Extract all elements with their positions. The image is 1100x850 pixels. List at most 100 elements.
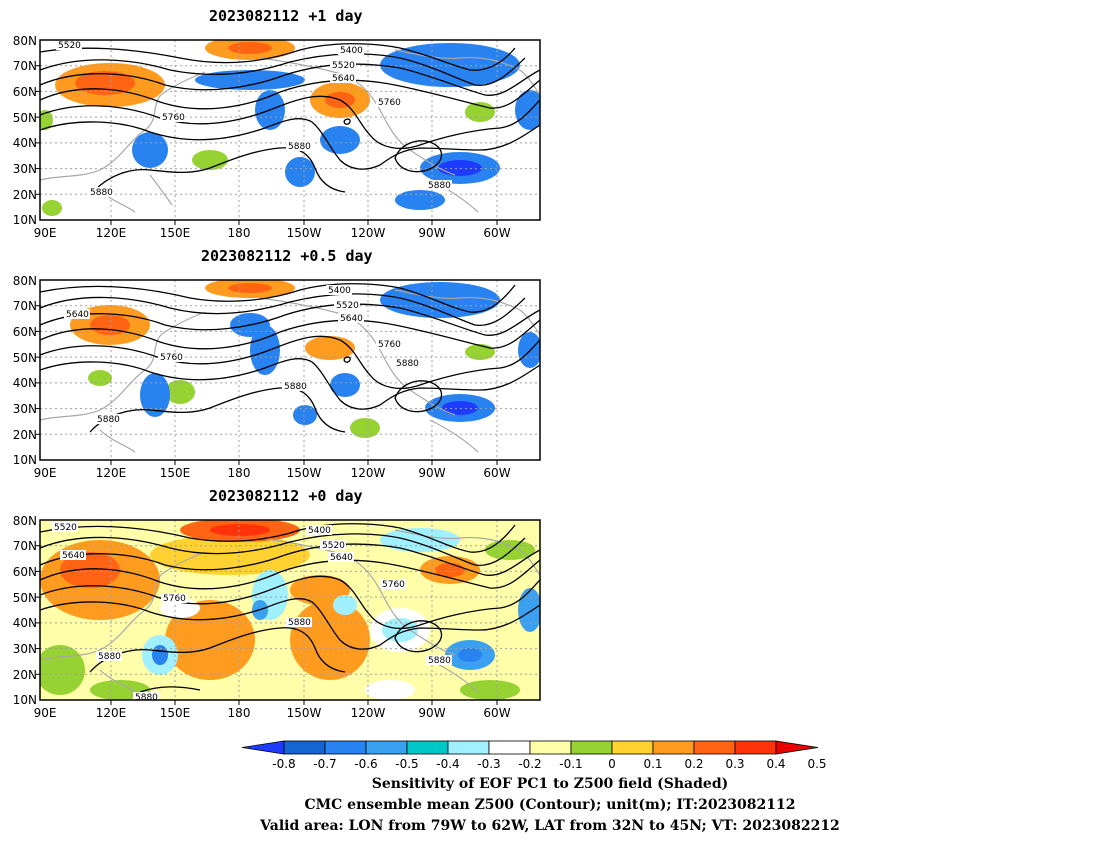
lon-label: 120W <box>351 226 386 240</box>
panel-2-lon-labels: 90E 120E 150E 180 150W 120W 90W 60W <box>34 466 511 480</box>
contour-label: 5880 <box>90 188 113 198</box>
contour-label: 5640 <box>332 74 355 84</box>
contour-label: 5400 <box>340 46 363 56</box>
contour-label: 5520 <box>58 41 81 51</box>
contour-label: 5520 <box>332 61 355 71</box>
lat-label: 30N <box>13 402 37 416</box>
colorbar-swatch <box>693 740 736 755</box>
panel-1-contours <box>40 43 540 193</box>
lat-label: 80N <box>13 34 37 48</box>
colorbar-swatch <box>365 740 408 755</box>
lat-label: 30N <box>13 642 37 656</box>
colorbar <box>241 740 819 755</box>
lat-label: 50N <box>13 591 37 605</box>
panel-3-map <box>40 520 540 700</box>
contour-label: 5760 <box>162 113 185 123</box>
contour-label: 5640 <box>62 551 85 561</box>
contour-label: 5520 <box>54 523 77 533</box>
lat-label: 70N <box>13 299 37 313</box>
caption-line-1: Sensitivity of EOF PC1 to Z500 field (Sh… <box>371 776 729 792</box>
panel-2-contour-labels: 5400 5520 5640 5640 5760 5760 5880 5880 … <box>64 285 420 425</box>
lon-label: 60W <box>483 466 510 480</box>
contour-label: 5640 <box>330 553 353 563</box>
lat-label: 70N <box>13 539 37 553</box>
panel-1-lat-labels: 80N 70N 60N 50N 40N 30N 20N 10N <box>13 34 37 227</box>
colorbar-swatch <box>529 740 572 755</box>
colorbar-tick-label: -0.2 <box>518 757 541 771</box>
contour-label: 5640 <box>340 314 363 324</box>
lat-label: 80N <box>13 514 37 528</box>
panel-1-contour-labels: 5520 5400 5520 5640 5760 5760 5880 5880 … <box>56 40 452 198</box>
colorbar-tick-label: 0.3 <box>725 757 744 771</box>
panel-2-map <box>40 280 540 460</box>
panel-1-frame <box>39 39 541 221</box>
caption-line-2: CMC ensemble mean Z500 (Contour); unit(m… <box>304 797 796 813</box>
colorbar-arrow-right <box>775 740 819 755</box>
lat-label: 50N <box>13 111 37 125</box>
lat-label: 60N <box>13 85 37 99</box>
contour-label: 5880 <box>288 618 311 628</box>
colorbar-swatch <box>652 740 695 755</box>
contour-label: 5760 <box>378 98 401 108</box>
lon-label: 120E <box>96 706 127 720</box>
colorbar-tick-label: -0.1 <box>559 757 582 771</box>
lon-label: 180 <box>228 466 251 480</box>
panel-3-lat-labels: 80N 70N 60N 50N 40N 30N 20N 10N <box>13 514 37 707</box>
colorbar-swatch <box>283 740 326 755</box>
colorbar-tick-label: -0.4 <box>436 757 459 771</box>
lon-label: 180 <box>228 706 251 720</box>
lat-label: 20N <box>13 188 37 202</box>
panel-2-lat-labels: 80N 70N 60N 50N 40N 30N 20N 10N <box>13 274 37 467</box>
lon-label: 90W <box>418 706 445 720</box>
colorbar-arrow-left <box>241 740 285 755</box>
lat-label: 40N <box>13 376 37 390</box>
colorbar-tick-label: 0.5 <box>807 757 826 771</box>
panel-2-ticks <box>35 305 498 465</box>
colorbar-tick-label: -0.7 <box>313 757 336 771</box>
lon-label: 90W <box>418 466 445 480</box>
panel-2-title: 2023082112 +0.5 day <box>201 247 373 265</box>
contour-label: 5880 <box>97 415 120 425</box>
contour-label: 5760 <box>163 594 186 604</box>
contour-label: 5520 <box>322 541 345 551</box>
panel-2-shading <box>70 280 540 438</box>
lon-label: 90E <box>34 226 57 240</box>
contour-label: 5640 <box>66 310 89 320</box>
colorbar-swatch <box>488 740 531 755</box>
panel-3-contour-labels: 5520 5400 5520 5640 5640 5760 5760 5880 … <box>52 522 452 703</box>
lat-label: 10N <box>13 213 37 227</box>
lon-label: 150E <box>160 466 191 480</box>
lon-label: 120W <box>351 706 386 720</box>
colorbar-tick-label: -0.5 <box>395 757 418 771</box>
lat-label: 30N <box>13 162 37 176</box>
panel-3-ticks <box>35 545 498 705</box>
panel-3-title: 2023082112 +0 day <box>209 487 363 505</box>
panel-3-gridlines <box>40 520 540 700</box>
contour-label: 5880 <box>428 181 451 191</box>
contour-label: 5520 <box>336 301 359 311</box>
lon-label: 180 <box>228 226 251 240</box>
lon-label: 120E <box>96 466 127 480</box>
lat-label: 80N <box>13 274 37 288</box>
lon-label: 120W <box>351 466 386 480</box>
lat-label: 20N <box>13 668 37 682</box>
caption-line-3: Valid area: LON from 79W to 62W, LAT fro… <box>260 818 840 834</box>
contour-label: 5880 <box>288 142 311 152</box>
contour-label: 5880 <box>98 652 121 662</box>
panel-2-gridlines <box>40 280 540 460</box>
lon-label: 60W <box>483 706 510 720</box>
colorbar-labels: -0.8 -0.7 -0.6 -0.5 -0.4 -0.3 -0.2 -0.1 0 0.1 0.2 0… <box>272 757 826 771</box>
lon-label: 150E <box>160 226 191 240</box>
lat-label: 50N <box>13 351 37 365</box>
panel-2-coastlines <box>40 289 540 453</box>
lon-label: 120E <box>96 226 127 240</box>
lon-label: 90E <box>34 706 57 720</box>
lat-label: 20N <box>13 428 37 442</box>
lat-label: 60N <box>13 325 37 339</box>
lat-label: 10N <box>13 453 37 467</box>
colorbar-swatch <box>611 740 654 755</box>
colorbar-tick-label: -0.6 <box>354 757 377 771</box>
colorbar-swatch <box>406 740 449 755</box>
lat-label: 40N <box>13 616 37 630</box>
